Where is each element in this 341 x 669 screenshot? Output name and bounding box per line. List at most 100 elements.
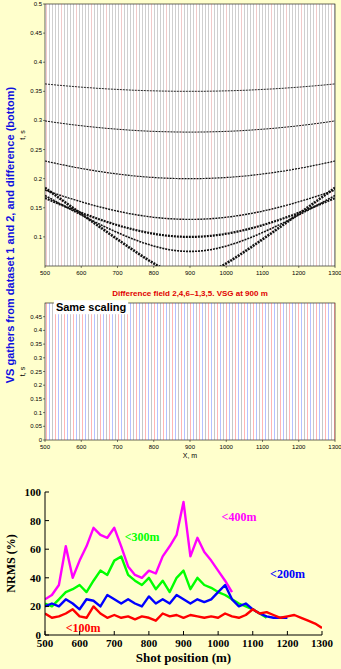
trace	[292, 303, 293, 440]
trace	[316, 303, 317, 440]
y-tick-label: 0.3	[34, 117, 43, 123]
trace	[301, 4, 302, 266]
trace	[304, 4, 305, 266]
trace	[211, 4, 212, 266]
x-tick	[190, 440, 191, 442]
trace	[124, 303, 125, 440]
trace	[205, 4, 206, 266]
y-tick	[43, 33, 45, 34]
x-tick-label: 1000	[207, 637, 230, 649]
trace	[193, 303, 194, 440]
trace	[235, 303, 236, 440]
trace	[238, 303, 239, 440]
trace	[58, 4, 59, 266]
y-tick-label: 0.35	[30, 341, 42, 347]
trace	[244, 4, 245, 266]
trace	[163, 303, 164, 440]
x-tick	[218, 631, 219, 635]
x-tick	[335, 440, 336, 442]
y-tick-label: 80	[30, 515, 42, 527]
x-tick-label: 800	[149, 270, 160, 276]
y-tick	[45, 492, 49, 493]
y-tick-label: 60	[30, 543, 42, 555]
trace	[262, 4, 263, 266]
trace	[226, 303, 227, 440]
trace	[133, 4, 134, 266]
y-axis-title: t, s	[19, 366, 26, 376]
trace	[112, 4, 113, 266]
trace	[127, 4, 128, 266]
x-tick-label: 1000	[220, 444, 234, 450]
trace	[169, 303, 170, 440]
y-tick-label: 0.4	[34, 327, 43, 333]
trace	[130, 303, 131, 440]
x-tick-label: 1300	[328, 444, 341, 450]
y-axis-title: t, s	[19, 130, 26, 140]
trace	[193, 4, 194, 266]
x-tick	[114, 631, 115, 635]
trace	[223, 4, 224, 266]
trace	[127, 303, 128, 440]
trace	[319, 303, 320, 440]
trace	[223, 303, 224, 440]
trace	[100, 303, 101, 440]
trace	[205, 303, 206, 440]
trace	[229, 4, 230, 266]
y-tick	[43, 330, 45, 331]
y-tick	[43, 178, 45, 179]
trace	[328, 4, 329, 266]
y-tick-label: 0.05	[30, 423, 42, 429]
trace	[334, 4, 335, 266]
seismic-event	[45, 190, 335, 219]
x-tick	[183, 631, 184, 635]
y-tick-label: 0.2	[34, 176, 43, 182]
y-tick-label: 0.15	[30, 396, 42, 402]
y-tick	[43, 357, 45, 358]
trace	[217, 303, 218, 440]
x-tick-label: 700	[112, 444, 123, 450]
x-tick	[322, 631, 323, 635]
trace	[64, 4, 65, 266]
trace	[301, 303, 302, 440]
trace	[208, 303, 209, 440]
trace	[250, 303, 251, 440]
x-tick-label: 1300	[311, 637, 334, 649]
trace	[298, 4, 299, 266]
trace	[331, 303, 332, 440]
x-tick	[226, 266, 227, 268]
trace	[199, 4, 200, 266]
trace	[283, 4, 284, 266]
trace	[268, 4, 269, 266]
x-tick-label: 700	[106, 637, 123, 649]
x-axis-title: X, m	[183, 452, 198, 459]
y-tick	[43, 398, 45, 399]
y-tick-label: 100	[25, 486, 42, 498]
trace	[217, 4, 218, 266]
trace	[190, 4, 191, 266]
series-label: <300m	[125, 530, 160, 544]
trace	[157, 4, 158, 266]
x-tick-label: 1200	[276, 637, 299, 649]
trace	[334, 303, 335, 440]
y-tick	[43, 4, 45, 5]
trace	[325, 303, 326, 440]
trace	[139, 4, 140, 266]
trace	[256, 303, 257, 440]
trace	[115, 4, 116, 266]
x-tick-label: 700	[112, 270, 123, 276]
x-tick	[117, 440, 118, 442]
trace	[211, 303, 212, 440]
trace	[142, 4, 143, 266]
x-tick-label: 1300	[328, 270, 341, 276]
trace	[94, 4, 95, 266]
x-tick	[190, 266, 191, 268]
trace	[196, 303, 197, 440]
x-tick-label: 900	[185, 270, 196, 276]
traces	[47, 303, 335, 440]
trace	[325, 4, 326, 266]
trace	[151, 4, 152, 266]
trace	[190, 303, 191, 440]
trace	[76, 303, 77, 440]
trace	[250, 4, 251, 266]
y-tick-label: 0	[39, 437, 43, 443]
